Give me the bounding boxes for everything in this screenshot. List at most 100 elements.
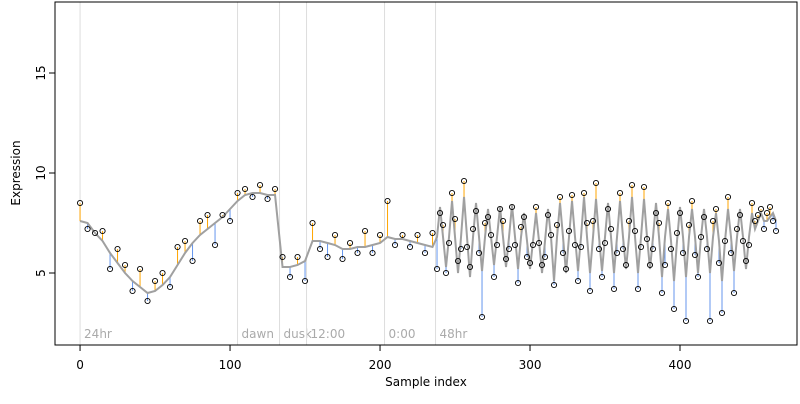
observed-point (472, 207, 480, 215)
observed-point (505, 245, 513, 253)
observed-point (706, 317, 714, 325)
observed-point (309, 219, 316, 227)
x-tick-label: 0 (76, 358, 84, 372)
observed-point (610, 285, 618, 293)
observed-point (634, 285, 642, 293)
observed-point (697, 233, 705, 241)
observed-point (301, 277, 309, 285)
observed-point (442, 269, 450, 277)
observed-point (745, 241, 753, 249)
observed-point (346, 239, 354, 247)
observed-point (715, 259, 723, 267)
observed-point (121, 261, 129, 269)
observed-point (433, 265, 441, 273)
observed-point (436, 209, 444, 217)
annotation-label: 24hr (84, 327, 112, 341)
x-tick-label: 200 (369, 358, 392, 372)
observed-point (742, 257, 750, 265)
observed-point (256, 181, 264, 189)
observed-point (580, 189, 588, 197)
observed-point (757, 205, 765, 213)
observed-point (628, 181, 636, 189)
observed-point (583, 219, 591, 227)
observed-point (241, 185, 249, 193)
observed-point (174, 243, 181, 251)
annotation-label: dawn (242, 327, 274, 341)
observed-point (399, 231, 406, 239)
observed-point (271, 185, 279, 193)
observed-point (496, 205, 504, 213)
observed-point (658, 289, 666, 297)
observed-point (766, 203, 774, 211)
observed-point (652, 209, 660, 217)
observed-point (526, 259, 534, 267)
observed-point (733, 225, 741, 233)
observed-point (700, 213, 708, 221)
observed-point (91, 229, 99, 237)
observed-point (219, 211, 226, 219)
observed-point (586, 287, 594, 295)
observed-point (679, 249, 687, 257)
observed-point (556, 193, 564, 201)
observed-point (571, 241, 579, 249)
observed-point (279, 253, 286, 261)
observed-point (114, 245, 121, 253)
y-tick-label: 15 (34, 65, 48, 80)
observed-point (429, 229, 436, 237)
observed-point (294, 253, 301, 261)
observed-point (724, 193, 732, 201)
observed-point (391, 241, 399, 249)
observed-point (493, 241, 501, 249)
observed-point (676, 209, 684, 217)
observed-point (673, 229, 681, 237)
observed-point (354, 249, 361, 257)
x-tick-label: 100 (219, 358, 242, 372)
y-axis-title: Expression (9, 140, 23, 205)
observed-point (574, 277, 582, 285)
x-tick-label: 400 (669, 358, 692, 372)
observed-point (772, 227, 780, 235)
observed-point (643, 235, 651, 243)
observed-point (204, 211, 211, 219)
observed-point (406, 243, 414, 251)
observed-point (508, 203, 516, 211)
observed-point (469, 225, 477, 233)
observed-point (712, 205, 720, 213)
observed-point (637, 243, 645, 251)
observed-point (181, 237, 189, 245)
observed-point (484, 213, 492, 221)
x-axis-title: Sample index (385, 375, 467, 389)
observed-point (445, 239, 453, 247)
x-tick-label: 300 (519, 358, 542, 372)
observed-point (339, 255, 346, 263)
observed-point (439, 221, 447, 229)
observed-point (369, 249, 376, 257)
observed-point (694, 273, 702, 281)
observed-point (511, 241, 519, 249)
observed-point (661, 261, 669, 269)
observed-point (421, 249, 429, 257)
annotation-label: 12:00 (311, 327, 346, 341)
observed-point (607, 225, 615, 233)
observed-point (414, 231, 421, 239)
observed-point (751, 217, 759, 225)
observed-point (324, 253, 331, 261)
observed-point (264, 195, 271, 203)
observed-point (196, 217, 204, 225)
observed-point (481, 219, 489, 227)
annotation-label: 0:00 (389, 327, 416, 341)
observed-point (589, 217, 597, 225)
observed-point (514, 279, 522, 287)
observed-point (622, 261, 630, 269)
observed-point (448, 189, 456, 197)
observed-point (451, 215, 459, 223)
observed-point (532, 203, 540, 211)
observed-point (721, 237, 729, 245)
observed-point (502, 255, 510, 263)
observed-point (595, 245, 603, 253)
observed-point (559, 249, 567, 257)
observed-point (601, 239, 609, 247)
observed-point (538, 261, 546, 269)
